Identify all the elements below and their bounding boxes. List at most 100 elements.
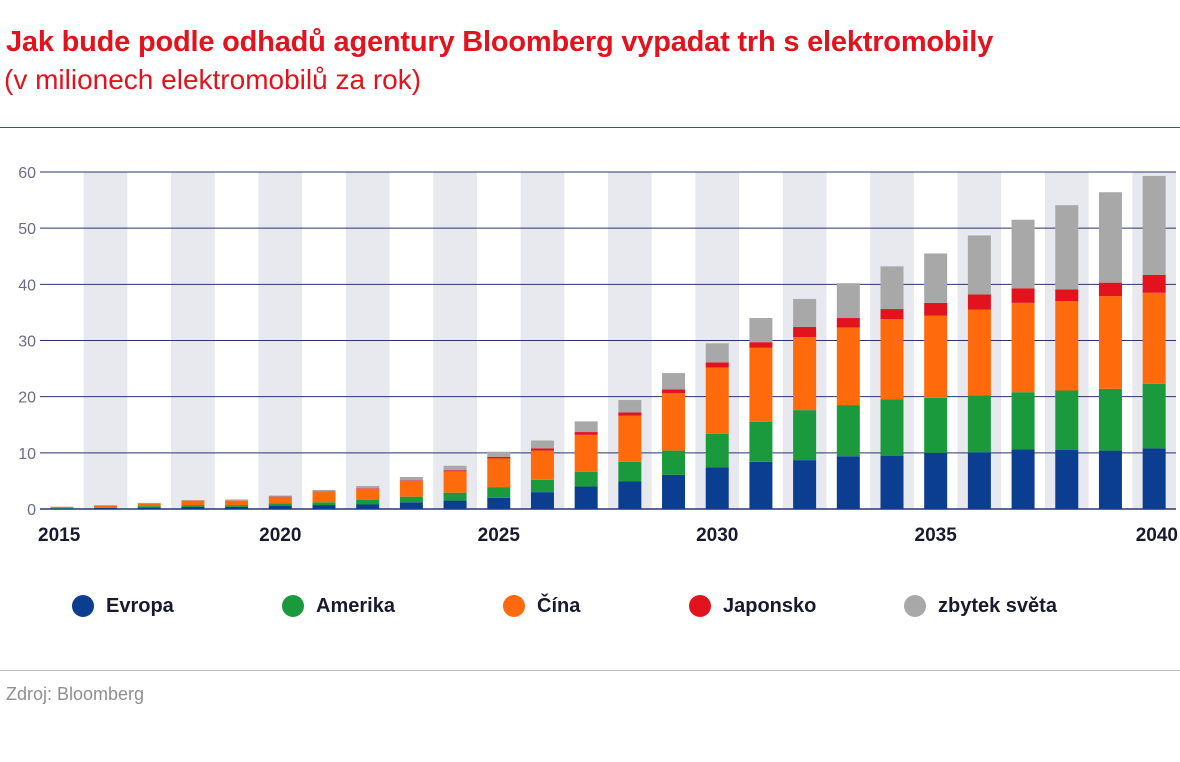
- bar-segment-zbytek-světa: [268, 495, 292, 497]
- bar-segment-čína: [530, 450, 554, 480]
- bar-segment-amerika: [443, 492, 467, 501]
- legend-item: Čína: [503, 592, 580, 620]
- bar-segment-japonsko: [356, 488, 380, 489]
- bar-segment-japonsko: [924, 302, 948, 316]
- legend-item: Amerika: [282, 592, 395, 620]
- bar-segment-japonsko: [662, 389, 686, 394]
- legend-item: Japonsko: [689, 592, 816, 620]
- bar-segment-amerika: [1055, 390, 1079, 451]
- bar-segment-čína: [880, 319, 904, 400]
- bar-segment-zbytek-světa: [793, 298, 817, 328]
- x-tick-label: 2020: [259, 525, 301, 546]
- bar-segment-japonsko: [836, 318, 860, 328]
- bar-segment-čína: [443, 471, 467, 493]
- bar-segment-zbytek-světa: [399, 476, 423, 481]
- bar-segment-japonsko: [268, 496, 292, 498]
- bar-segment-japonsko: [312, 491, 336, 493]
- bar-segment-japonsko: [749, 342, 773, 348]
- bar-segment-evropa: [662, 474, 686, 509]
- bar-segment-zbytek-světa: [1055, 205, 1079, 290]
- y-tick-label: 60: [18, 165, 36, 182]
- legend-label: zbytek světa: [938, 594, 1057, 617]
- bar-segment-amerika: [137, 506, 161, 508]
- bar-segment-amerika: [94, 507, 118, 508]
- bar-segment-amerika: [1142, 383, 1166, 449]
- bar-segment-evropa: [836, 456, 860, 509]
- bar-segment-čína: [967, 309, 991, 396]
- bar-segment-amerika: [181, 505, 205, 507]
- bar-segment-zbytek-světa: [225, 499, 249, 501]
- bar-segment-evropa: [1142, 448, 1166, 509]
- bar-segment-japonsko: [1011, 288, 1035, 303]
- bar-segment-japonsko: [487, 456, 511, 459]
- bar-segment-japonsko: [705, 362, 729, 368]
- bar-segment-japonsko: [618, 412, 642, 416]
- legend-swatch: [689, 595, 711, 617]
- bar-segment-čína: [312, 492, 336, 503]
- bar-segment-zbytek-světa: [836, 283, 860, 319]
- bar-segment-evropa: [50, 508, 74, 509]
- bar-segment-japonsko: [880, 309, 904, 320]
- legend-swatch: [503, 595, 525, 617]
- bar-segment-zbytek-světa: [880, 266, 904, 310]
- bar-segment-amerika: [574, 471, 598, 487]
- bar-segment-evropa: [356, 504, 380, 509]
- bar-segment-japonsko: [1142, 274, 1166, 293]
- bar-segment-evropa: [181, 506, 205, 509]
- bar-segment-evropa: [618, 481, 642, 509]
- bar-segment-evropa: [967, 452, 991, 509]
- y-tick-label: 0: [27, 502, 36, 519]
- bar-segment-evropa: [530, 492, 554, 509]
- footer-divider: [0, 670, 1180, 671]
- x-tick-label: 2025: [478, 525, 521, 546]
- legend-swatch: [904, 595, 926, 617]
- y-axis-tick-labels: 0 10 20 30 40 50 60: [18, 165, 36, 519]
- bar-segment-zbytek-světa: [487, 451, 511, 457]
- bar-segment-čína: [749, 347, 773, 422]
- bar-segment-zbytek-světa: [356, 485, 380, 489]
- bar-segment-evropa: [225, 506, 249, 509]
- y-tick-label: 50: [18, 221, 36, 238]
- bar-segment-zbytek-světa: [312, 489, 336, 492]
- bar-segment-zbytek-světa: [443, 465, 467, 471]
- bar-segment-čína: [268, 497, 292, 504]
- bar-segment-evropa: [94, 507, 118, 509]
- bar-segment-evropa: [137, 507, 161, 509]
- chart-subtitle: (v milionech elektromobilů za rok): [4, 64, 422, 95]
- bar-segment-japonsko: [1055, 289, 1079, 302]
- bar-segment-čína: [924, 315, 948, 398]
- bar-segment-evropa: [793, 460, 817, 509]
- bar-segment-japonsko: [399, 480, 423, 481]
- bar-segment-japonsko: [1098, 282, 1122, 297]
- bar-segment-zbytek-světa: [530, 440, 554, 449]
- legend-swatch: [282, 595, 304, 617]
- bar-segment-čína: [487, 458, 511, 488]
- bar-segment-čína: [137, 503, 161, 507]
- bar-segment-evropa: [1098, 450, 1122, 509]
- bar-segment-evropa: [880, 455, 904, 509]
- bar-segment-čína: [225, 500, 249, 506]
- bar-segment-amerika: [880, 399, 904, 456]
- bar-segment-amerika: [268, 503, 292, 506]
- legend-label: Japonsko: [723, 594, 817, 617]
- bar-segment-amerika: [1098, 388, 1122, 451]
- bar-segment-zbytek-světa: [924, 253, 948, 303]
- bar-segment-zbytek-světa: [137, 502, 161, 504]
- bar-segment-evropa: [1011, 449, 1035, 509]
- bar-segment-čína: [662, 393, 686, 451]
- bar-segment-zbytek-světa: [1142, 175, 1166, 275]
- bar-segment-čína: [574, 434, 598, 472]
- x-tick-label: 2030: [696, 525, 738, 546]
- bar-segment-amerika: [356, 500, 380, 505]
- legend-label: Evropa: [106, 594, 174, 617]
- y-tick-label: 20: [18, 390, 36, 407]
- bar-segment-evropa: [443, 500, 467, 509]
- x-tick-label: 2035: [915, 525, 958, 546]
- bar-segment-amerika: [705, 433, 729, 468]
- bar-segment-zbytek-světa: [181, 500, 205, 501]
- bar-segment-zbytek-světa: [749, 318, 773, 343]
- chart-title: Jak bude podle odhadů agentury Bloomberg…: [6, 26, 994, 58]
- bar-segment-evropa: [574, 486, 598, 509]
- bar-segment-zbytek-světa: [662, 373, 686, 390]
